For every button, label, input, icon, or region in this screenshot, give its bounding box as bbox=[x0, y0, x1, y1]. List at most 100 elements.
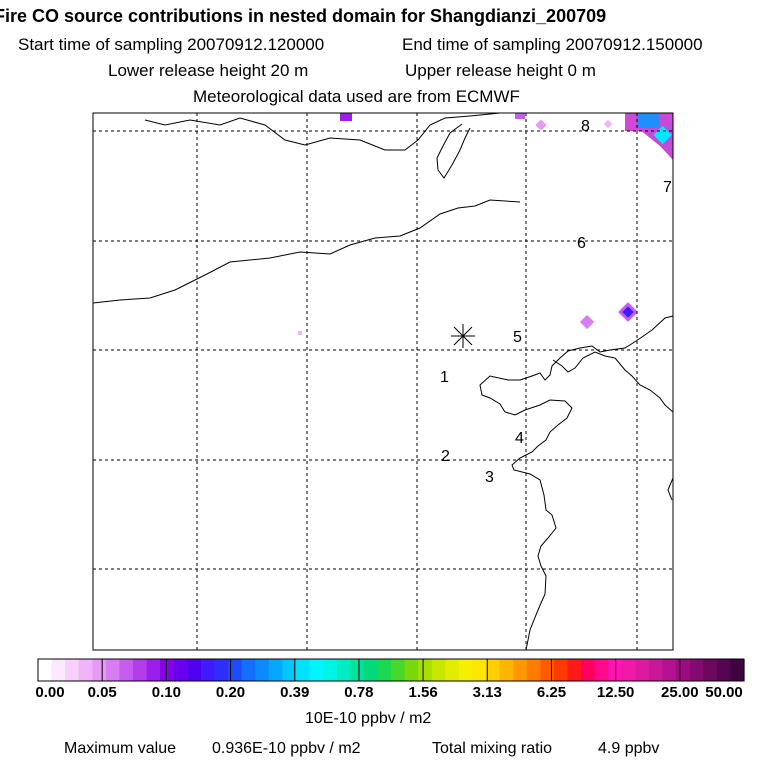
plume-spot-4 bbox=[603, 119, 613, 129]
colorbar-units: 10E-10 ppbv / m2 bbox=[305, 710, 432, 727]
colorbar-swatch bbox=[377, 659, 392, 681]
end-time: End time of sampling 20070912.150000 bbox=[402, 35, 703, 54]
plume-core-blue bbox=[637, 114, 659, 128]
colorbar-swatch bbox=[703, 659, 718, 681]
max-value-label: Maximum value bbox=[64, 740, 177, 757]
map-label-8: 8 bbox=[581, 118, 590, 135]
colorbar-tick-label: 0.78 bbox=[344, 684, 374, 701]
colorbar-swatch bbox=[160, 659, 175, 681]
map-label-1: 1 bbox=[440, 369, 449, 386]
map-frame bbox=[92, 112, 674, 651]
map-label-7: 7 bbox=[663, 179, 672, 196]
colorbar-tick-label: 0.05 bbox=[87, 684, 117, 701]
colorbar-swatch bbox=[105, 659, 121, 681]
colorbar-swatch bbox=[241, 659, 256, 681]
colorbar-swatch bbox=[391, 659, 406, 681]
colorbar-swatch bbox=[621, 659, 636, 681]
map-label-6: 6 bbox=[577, 235, 586, 252]
map-area: 1 2 3 4 5 6 7 8 bbox=[93, 113, 673, 650]
colorbar-swatch bbox=[228, 659, 243, 681]
colorbar-tick-label: 1.56 bbox=[408, 684, 438, 701]
colorbar-swatch bbox=[581, 659, 596, 681]
colorbar-swatch bbox=[662, 659, 677, 681]
colorbar-swatch bbox=[676, 659, 691, 681]
colorbar-swatch bbox=[350, 659, 365, 681]
coast-liaodong bbox=[552, 351, 616, 373]
colorbar-tick-label: 0.39 bbox=[280, 684, 310, 701]
colorbar-tick-label: 12.50 bbox=[596, 684, 635, 701]
plume-spot-top bbox=[340, 113, 352, 121]
colorbar-swatch bbox=[689, 659, 704, 681]
colorbar-swatch bbox=[38, 659, 53, 681]
colorbar-swatch bbox=[648, 659, 664, 681]
border-north bbox=[144, 113, 501, 151]
colorbar-swatch bbox=[540, 659, 555, 681]
map-title: Fire CO source contributions in nested d… bbox=[0, 6, 607, 26]
plume-spot-3 bbox=[535, 119, 547, 131]
colorbar-frame bbox=[37, 658, 745, 682]
colorbar-tick-label: 3.13 bbox=[472, 684, 502, 701]
colorbar-swatch bbox=[187, 659, 202, 681]
colorbar bbox=[38, 659, 745, 681]
total-mixing-label: Total mixing ratio bbox=[432, 740, 553, 757]
site-marker bbox=[451, 324, 475, 348]
colorbar-swatch bbox=[499, 659, 514, 681]
colorbar-swatch bbox=[200, 659, 216, 681]
colorbar-tick-label: 0.00 bbox=[35, 684, 65, 701]
colorbar-swatch bbox=[268, 659, 283, 681]
colorbar-swatch bbox=[431, 659, 446, 681]
lower-release-height: Lower release height 20 m bbox=[108, 61, 309, 80]
coastlines bbox=[93, 113, 673, 650]
coast-east-fragment bbox=[667, 477, 673, 501]
colorbar-swatch bbox=[472, 659, 487, 681]
coast-liaodong-east bbox=[614, 357, 673, 413]
map-label-4: 4 bbox=[515, 430, 524, 447]
colorbar-swatch bbox=[173, 659, 188, 681]
colorbar-tick-label: 0.10 bbox=[151, 684, 181, 701]
colorbar-tick-label: 25.00 bbox=[661, 684, 699, 701]
colorbar-swatch bbox=[336, 659, 351, 681]
colorbar-swatch bbox=[119, 659, 134, 681]
coastline-bohai bbox=[479, 315, 673, 650]
colorbar-swatch bbox=[282, 659, 297, 681]
grid bbox=[93, 113, 673, 650]
colorbar-swatch bbox=[78, 659, 93, 681]
colorbar-tick-label: 50.00 bbox=[705, 684, 743, 701]
colorbar-swatch bbox=[404, 659, 419, 681]
colorbar-swatch bbox=[214, 659, 229, 681]
colorbar-swatch bbox=[567, 659, 582, 681]
colorbar-tick-label: 0.20 bbox=[215, 684, 246, 701]
plume-spot-5 bbox=[579, 314, 595, 330]
colorbar-swatch bbox=[51, 659, 66, 681]
colorbar-swatch bbox=[323, 659, 338, 681]
colorbar-swatch bbox=[255, 659, 270, 681]
colorbar-swatch bbox=[295, 659, 311, 681]
map-label-5: 5 bbox=[513, 329, 522, 346]
colorbar-swatch bbox=[526, 659, 541, 681]
colorbar-swatch bbox=[445, 659, 460, 681]
map-label-2: 2 bbox=[441, 448, 450, 465]
upper-release-height: Upper release height 0 m bbox=[405, 61, 596, 80]
colorbar-swatch bbox=[486, 659, 501, 681]
total-mixing-value: 4.9 ppbv bbox=[598, 740, 660, 757]
colorbar-swatch bbox=[513, 659, 528, 681]
max-value: 0.936E-10 ppbv / m2 bbox=[212, 740, 361, 757]
colorbar-swatch bbox=[458, 659, 474, 681]
meteorological-data: Meteorological data used are from ECMWF bbox=[193, 87, 520, 106]
colorbar-swatch bbox=[363, 659, 379, 681]
colorbar-swatch bbox=[553, 659, 569, 681]
plume-spot-6-core bbox=[622, 306, 634, 318]
colorbar-tick-label: 6.25 bbox=[536, 684, 567, 701]
colorbar-swatch bbox=[716, 659, 732, 681]
colorbar-swatch bbox=[730, 659, 745, 681]
plume-spot-7 bbox=[298, 331, 302, 335]
colorbar-swatch bbox=[92, 659, 107, 681]
colorbar-swatch bbox=[65, 659, 80, 681]
colorbar-swatch bbox=[635, 659, 650, 681]
border-branch bbox=[436, 123, 471, 179]
colorbar-swatch bbox=[594, 659, 609, 681]
plume-core-cyan bbox=[653, 125, 672, 145]
plume-spot-top2 bbox=[515, 113, 525, 119]
colorbar-swatch bbox=[309, 659, 324, 681]
